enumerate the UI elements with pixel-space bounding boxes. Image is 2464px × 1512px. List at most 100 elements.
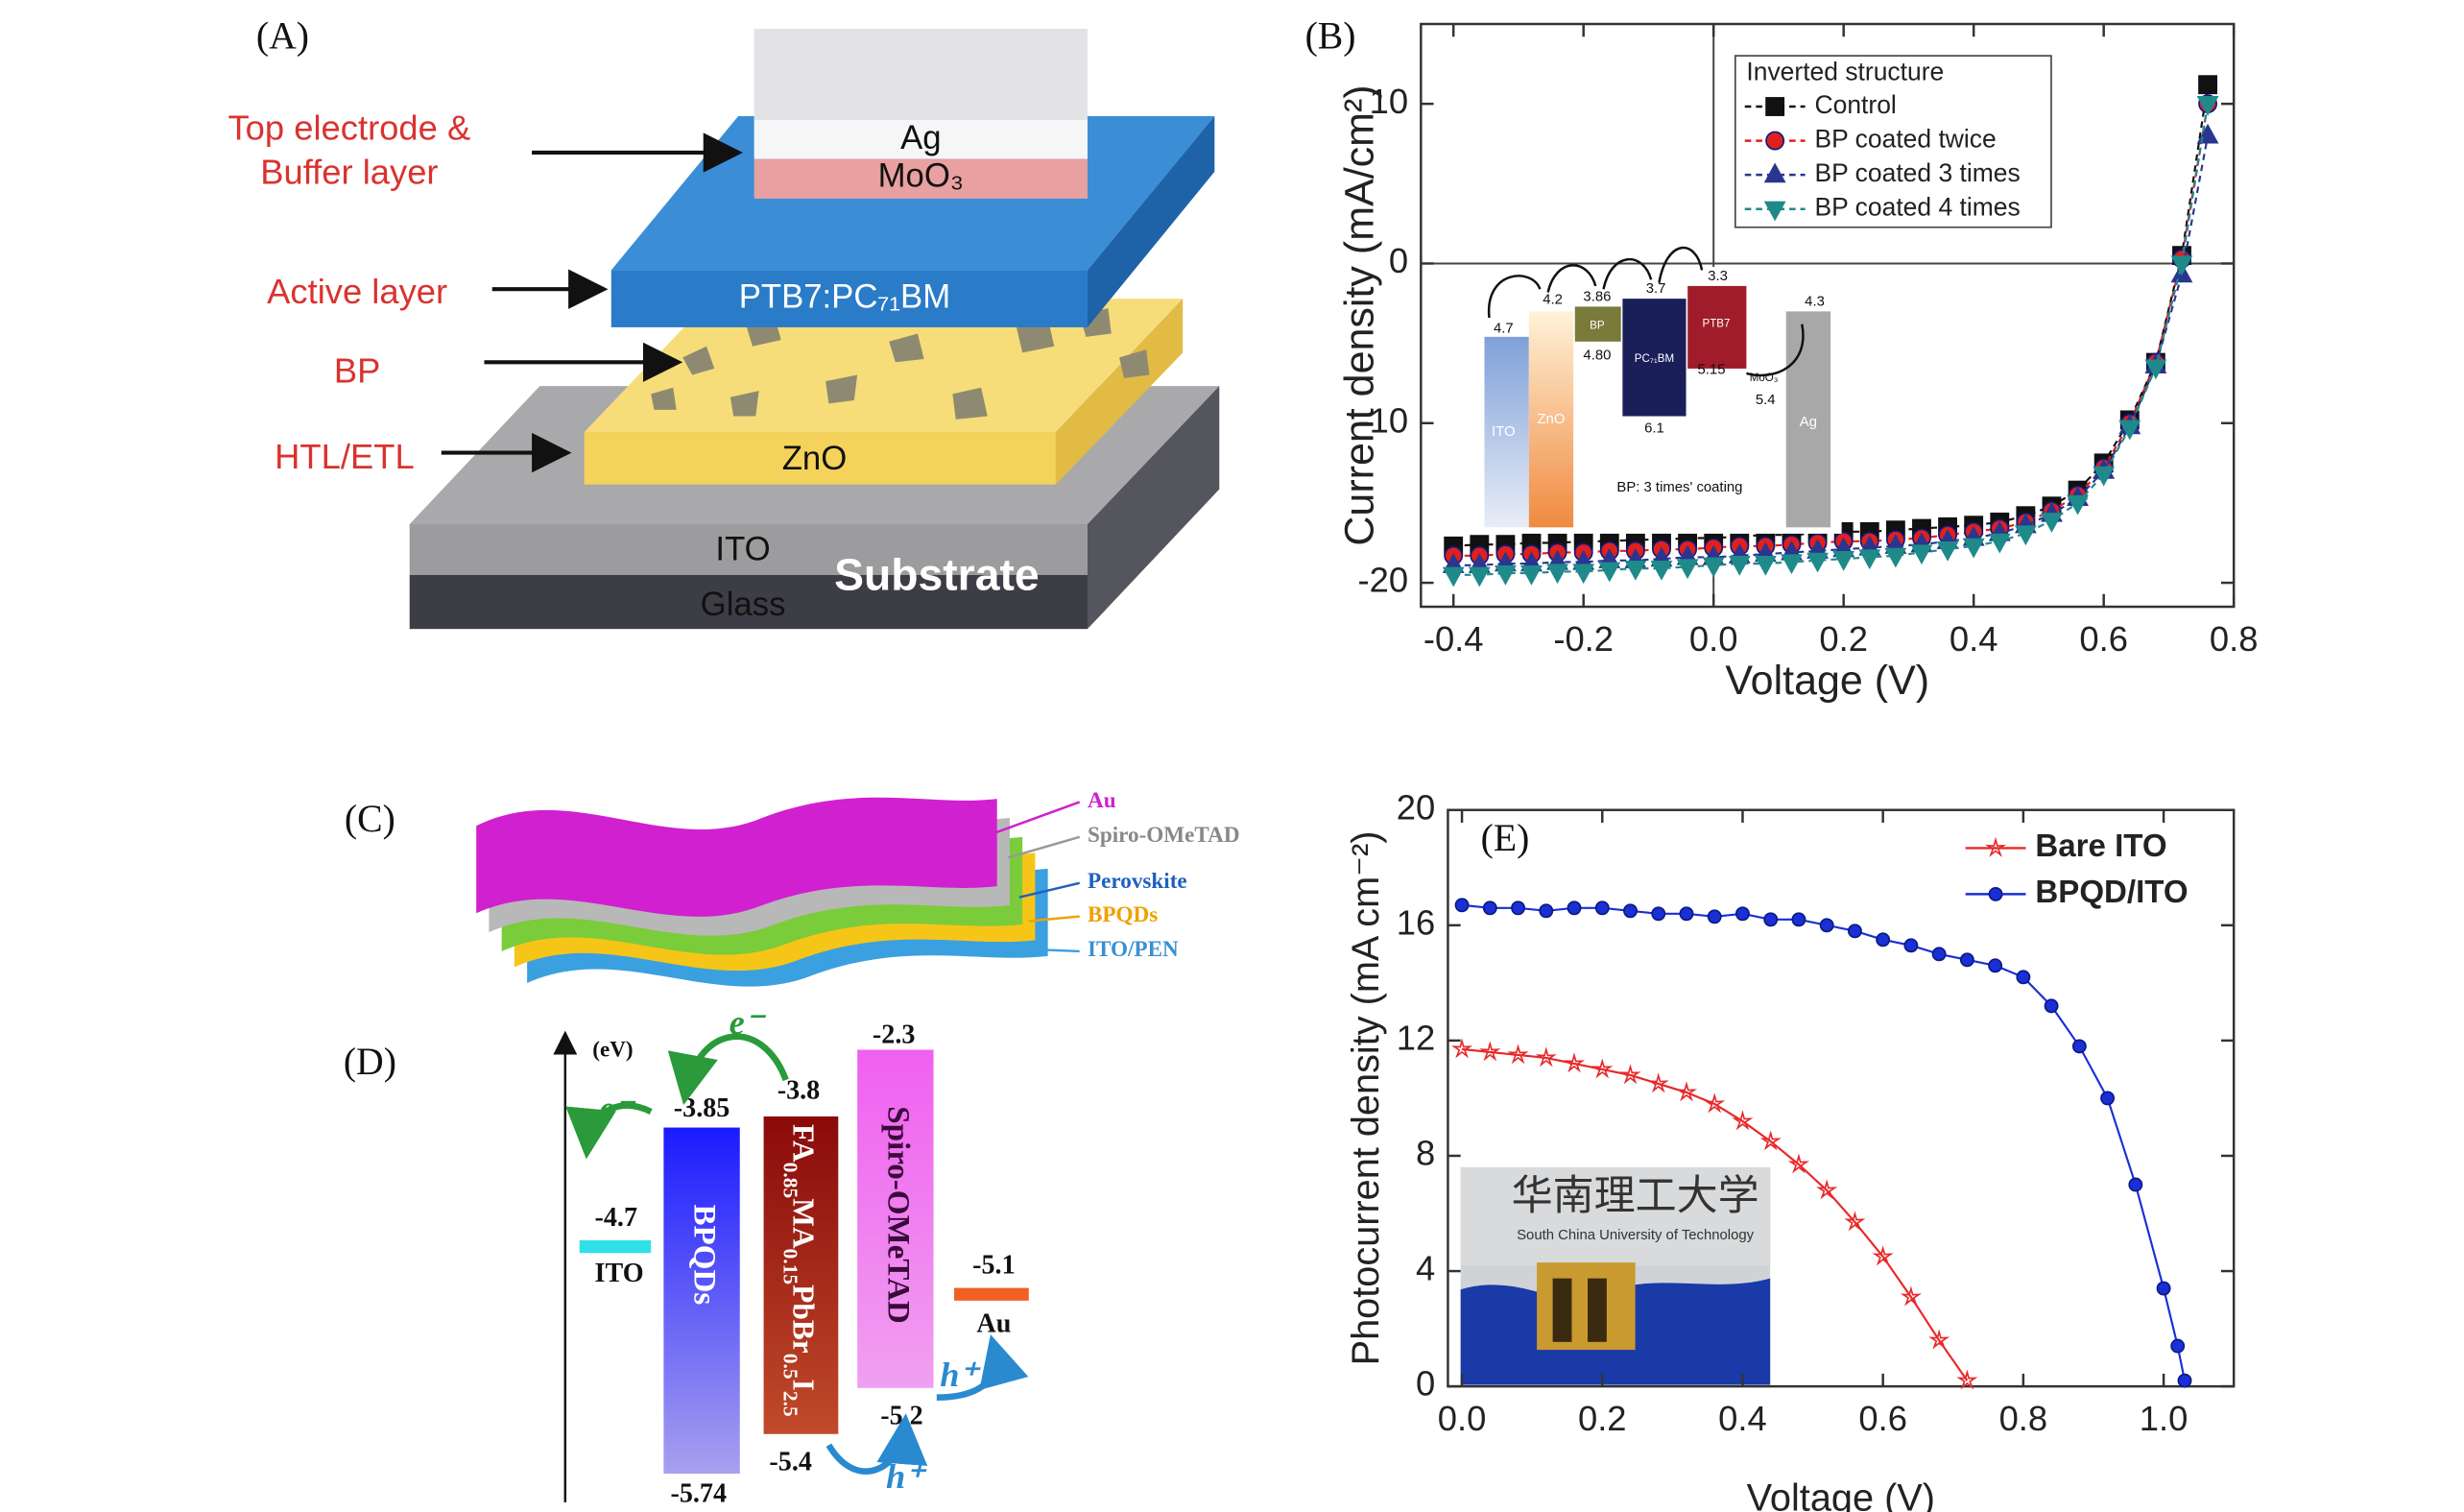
marker (1535, 1046, 1557, 1068)
plot-frame (1447, 808, 2236, 1388)
zno-side (1055, 299, 1184, 485)
marker (1858, 549, 1881, 570)
y-tick-label: -10 (1358, 400, 1409, 440)
photo-text: South China University of Technology (1517, 1228, 1755, 1243)
marker (1765, 131, 1785, 151)
marker (1539, 903, 1554, 919)
panel-label: (E) (1481, 817, 1530, 859)
marker (1956, 1369, 1978, 1390)
y-tick-label: 10 (1370, 82, 1408, 121)
x-axis-label: Voltage (V) (1747, 1477, 1935, 1512)
marker (1732, 1110, 1754, 1131)
level: 6.1 (1644, 421, 1664, 437)
level: 4.7 (1494, 322, 1514, 337)
marker (1763, 162, 1786, 183)
marker (2128, 1177, 2143, 1192)
carrier: h⁺ (940, 1356, 981, 1394)
marker (1754, 556, 1777, 576)
marker (2170, 255, 2193, 276)
level: 4.2 (1543, 293, 1563, 308)
marker (1832, 551, 1855, 571)
x-tick-label: 0.6 (2079, 619, 2128, 659)
legend-label: BP coated twice (1815, 125, 1997, 154)
carrier-arrows (825, 1413, 928, 1475)
bpqds-band (663, 1127, 740, 1475)
layer-label: ITO (715, 531, 770, 567)
legend-label: BP coated 4 times (1815, 193, 2021, 222)
marker (1450, 1038, 1473, 1059)
carrier-arrows (936, 1334, 1029, 1402)
marker (1624, 561, 1647, 581)
level: -2.3 (873, 1020, 916, 1050)
panel-label: (A) (256, 15, 309, 58)
au-level (954, 1287, 1029, 1301)
marker (1454, 898, 1470, 913)
band-inset: 4.7 ITO 4.2 ZnO 3.86 BP 4.80 3.7 PC₇₁BM … (1472, 246, 1842, 534)
marker (2170, 1338, 2186, 1354)
photo-inset: 华南理工大学 South China University of Technol… (1460, 1166, 1771, 1385)
marker (2071, 1039, 2087, 1054)
band (1528, 311, 1574, 528)
photo-sign (1460, 1166, 1771, 1266)
name: PTB7 (1703, 319, 1731, 330)
bp-flakes (730, 391, 759, 417)
x-tick-label: -0.4 (1423, 619, 1484, 659)
layers (476, 797, 997, 917)
layer-label: PTB7:PC₇₁BM (739, 278, 950, 315)
y-tick-label: 0 (1416, 1364, 1435, 1404)
carrier-arrows (565, 1102, 653, 1160)
plot-frame (1420, 22, 2236, 609)
y-tick-label: 0 (1389, 241, 1408, 280)
layer-name: Spiro-OMeTAD (1088, 823, 1240, 848)
marker (1876, 932, 1891, 948)
marker (1479, 1041, 1501, 1062)
marker (2156, 1281, 2171, 1296)
layer-name: Perovskite (1088, 869, 1187, 894)
name: ITO (1492, 424, 1516, 440)
transfer-arrows (1488, 275, 1542, 319)
glass-front (409, 574, 1088, 630)
layer-name: BPQDs (1088, 902, 1158, 927)
marker (1984, 836, 2007, 857)
marker (1647, 1072, 1669, 1093)
band (1484, 336, 1529, 528)
y-tick-label: -20 (1358, 561, 1409, 600)
layers (476, 797, 1048, 987)
marker (1765, 97, 1785, 116)
marker (1623, 903, 1638, 919)
film-dark (1587, 1278, 1607, 1342)
marker (1511, 900, 1525, 916)
marker (1598, 562, 1621, 583)
name: Ag (1800, 415, 1817, 430)
panel-a: Ag MoO₃ PTB7:PC₇₁BM ZnO ITO Substrate Gl… (227, 28, 1220, 630)
band (1785, 311, 1831, 528)
marker (2014, 525, 2037, 546)
layer-name: Active layer (267, 272, 447, 311)
note: BP: 3 times' coating (1616, 480, 1742, 495)
photo-text: 华南理工大学 (1512, 1172, 1759, 1220)
level: -3.85 (674, 1093, 730, 1123)
marker (1791, 912, 1806, 927)
ito-level (579, 1239, 652, 1254)
marker (1735, 906, 1750, 922)
marker (2196, 96, 2219, 116)
marker (1676, 559, 1699, 580)
marker (2044, 998, 2059, 1014)
formula-part: 0.5 (779, 1354, 802, 1380)
marker (1759, 1130, 1782, 1151)
x-tick-label: 0.2 (1819, 619, 1868, 659)
zno-front (584, 432, 1056, 485)
film-dark (1552, 1278, 1572, 1342)
band (1574, 306, 1621, 342)
panel-labels: (A) (B) (C) (D) (E) (256, 15, 1529, 1083)
formula-part: FA (786, 1124, 820, 1163)
marker (1959, 952, 1974, 968)
carrier: e⁻ (730, 1003, 767, 1042)
marker (1806, 552, 1829, 573)
level: -5.74 (670, 1479, 727, 1509)
name: MoO₃ (1750, 372, 1779, 384)
marker (1702, 557, 1725, 578)
formula-part: 2.5 (779, 1391, 802, 1417)
marker (1872, 1245, 1894, 1266)
leader-lines (992, 801, 1081, 953)
